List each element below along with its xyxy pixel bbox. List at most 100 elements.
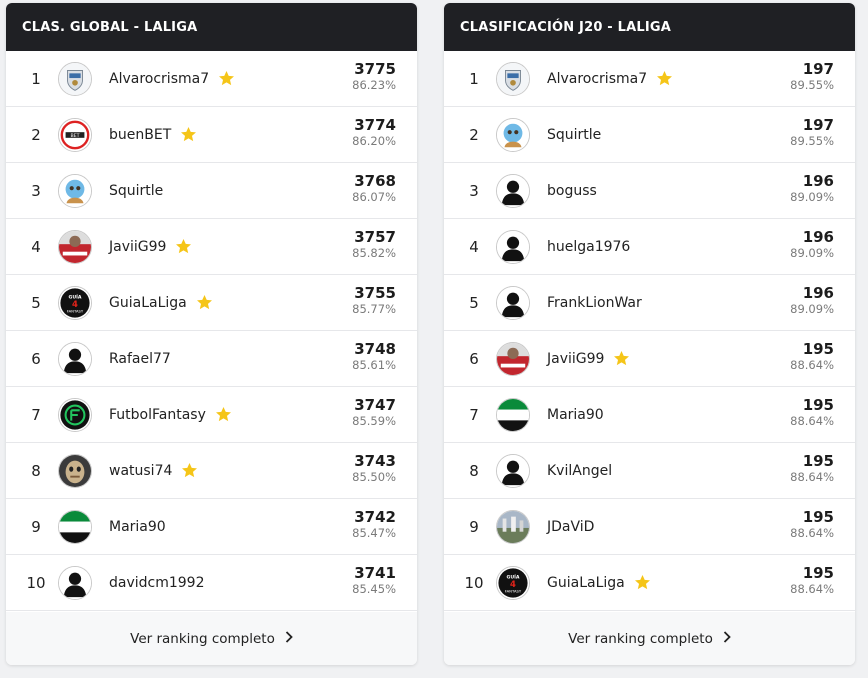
username[interactable]: JaviiG99 bbox=[547, 350, 605, 367]
username-group: Squirtle bbox=[547, 127, 601, 143]
chevron-right-icon bbox=[285, 631, 293, 646]
ranking-row[interactable]: 5 FrankLionWar 196 89.09% bbox=[444, 275, 855, 331]
score-block: 195 88.64% bbox=[790, 452, 834, 484]
username[interactable]: huelga1976 bbox=[547, 238, 631, 255]
ranking-row[interactable]: 6 JaviiG99 195 88.64% bbox=[444, 331, 855, 387]
percentage-value: 85.77% bbox=[352, 302, 396, 316]
ranking-row[interactable]: 3 boguss 196 89.09% bbox=[444, 163, 855, 219]
default-user-avatar[interactable] bbox=[58, 565, 92, 600]
squirtle-avatar[interactable] bbox=[58, 173, 92, 208]
points-value: 196 bbox=[802, 228, 834, 246]
username[interactable]: Squirtle bbox=[547, 126, 602, 143]
ranking-row[interactable]: 4 JaviiG99 3757 85.82% bbox=[6, 219, 417, 275]
rank-position: 4 bbox=[469, 237, 479, 256]
ranking-row[interactable]: 9 JDaViD 195 88.64% bbox=[444, 499, 855, 555]
username[interactable]: Squirtle bbox=[109, 182, 164, 199]
username[interactable]: GuiaLaLiga bbox=[547, 574, 625, 591]
flag-avatar[interactable] bbox=[496, 397, 530, 432]
username[interactable]: Alvarocrisma7 bbox=[547, 70, 648, 87]
ranking-row[interactable]: 5 GUÍA 4 FANTASY GuiaLaLiga 3755 85.77% bbox=[6, 275, 417, 331]
username[interactable]: Rafael77 bbox=[109, 350, 171, 367]
points-value: 197 bbox=[802, 60, 834, 78]
username-group: GuiaLaLiga bbox=[109, 294, 213, 311]
default-user-avatar[interactable] bbox=[496, 285, 530, 320]
username[interactable]: FutbolFantasy bbox=[109, 406, 206, 423]
rank-position: 8 bbox=[31, 461, 41, 480]
username[interactable]: JaviiG99 bbox=[109, 238, 167, 255]
footer-label: Ver ranking completo bbox=[568, 630, 713, 647]
username[interactable]: Maria90 bbox=[109, 518, 166, 535]
ranking-row[interactable]: 7 Maria90 195 88.64% bbox=[444, 387, 855, 443]
percentage-value: 88.64% bbox=[790, 582, 834, 596]
username[interactable]: Alvarocrisma7 bbox=[109, 70, 210, 87]
percentage-value: 85.61% bbox=[352, 358, 396, 372]
crest-avatar[interactable] bbox=[496, 61, 530, 96]
username-group: JaviiG99 bbox=[547, 350, 630, 367]
ranking-row[interactable]: 1 Alvarocrisma7 197 89.55% bbox=[444, 51, 855, 107]
stadium-photo-avatar[interactable] bbox=[496, 509, 530, 544]
view-full-ranking-link[interactable]: Ver ranking completo bbox=[6, 612, 417, 665]
ranking-row[interactable]: 10 GUÍA 4 FANTASY GuiaLaLiga 195 88.64% bbox=[444, 555, 855, 611]
username[interactable]: watusi74 bbox=[109, 462, 173, 479]
ranking-row[interactable]: 8 watusi74 3743 85.50% bbox=[6, 443, 417, 499]
percentage-value: 89.09% bbox=[790, 190, 834, 204]
ranking-row[interactable]: 10 davidcm1992 3741 85.45% bbox=[6, 555, 417, 611]
username[interactable]: KvilAngel bbox=[547, 462, 613, 479]
default-user-avatar[interactable] bbox=[58, 341, 92, 376]
rank-position: 5 bbox=[469, 293, 479, 312]
username[interactable]: JDaViD bbox=[547, 518, 595, 535]
username[interactable]: GuiaLaLiga bbox=[109, 294, 187, 311]
score-block: 3747 85.59% bbox=[352, 396, 396, 428]
points-value: 195 bbox=[802, 340, 834, 358]
username[interactable]: FrankLionWar bbox=[547, 294, 642, 311]
ranking-row[interactable]: 3 Squirtle 3768 86.07% bbox=[6, 163, 417, 219]
rank-position: 8 bbox=[469, 461, 479, 480]
futbolfantasy-logo-avatar[interactable] bbox=[58, 397, 92, 432]
flag-avatar[interactable] bbox=[58, 509, 92, 544]
percentage-value: 85.50% bbox=[352, 470, 396, 484]
ranking-row[interactable]: 4 huelga1976 196 89.09% bbox=[444, 219, 855, 275]
percentage-value: 85.45% bbox=[352, 582, 396, 596]
ranking-row[interactable]: 6 Rafael77 3748 85.61% bbox=[6, 331, 417, 387]
percentage-value: 85.47% bbox=[352, 526, 396, 540]
guia-fantasy-avatar[interactable]: GUÍA 4 FANTASY bbox=[496, 565, 530, 600]
panel-title: CLASIFICACIÓN J20 - LALIGA bbox=[444, 3, 855, 51]
rank-position: 9 bbox=[469, 517, 479, 536]
points-value: 195 bbox=[802, 564, 834, 582]
ranking-row[interactable]: 7 FutbolFantasy 3747 85.59% bbox=[6, 387, 417, 443]
buenbet-logo-avatar[interactable]: BET bbox=[58, 117, 92, 152]
crest-avatar[interactable] bbox=[58, 61, 92, 96]
percentage-value: 89.09% bbox=[790, 246, 834, 260]
star-icon bbox=[175, 238, 192, 255]
username-group: watusi74 bbox=[109, 462, 198, 479]
squirtle-avatar[interactable] bbox=[496, 117, 530, 152]
mask-avatar[interactable] bbox=[58, 453, 92, 488]
username[interactable]: buenBET bbox=[109, 126, 172, 143]
username[interactable]: boguss bbox=[547, 182, 597, 199]
star-icon bbox=[634, 574, 651, 591]
default-user-avatar[interactable] bbox=[496, 173, 530, 208]
chevron-right-icon bbox=[723, 631, 731, 646]
ranking-row[interactable]: 2 BET buenBET 3774 86.20% bbox=[6, 107, 417, 163]
default-user-avatar[interactable] bbox=[496, 229, 530, 264]
ranking-row[interactable]: 9 Maria90 3742 85.47% bbox=[6, 499, 417, 555]
star-icon bbox=[215, 406, 232, 423]
ranking-row[interactable]: 1 Alvarocrisma7 3775 86.23% bbox=[6, 51, 417, 107]
default-user-avatar[interactable] bbox=[496, 453, 530, 488]
guia-fantasy-avatar[interactable]: GUÍA 4 FANTASY bbox=[58, 285, 92, 320]
score-block: 3775 86.23% bbox=[352, 60, 396, 92]
username-group: JDaViD bbox=[547, 519, 594, 535]
username[interactable]: Maria90 bbox=[547, 406, 604, 423]
red-photo-avatar[interactable] bbox=[58, 229, 92, 264]
rank-position: 7 bbox=[31, 405, 41, 424]
ranking-row[interactable]: 2 Squirtle 197 89.55% bbox=[444, 107, 855, 163]
username[interactable]: davidcm1992 bbox=[109, 574, 205, 591]
username-group: Squirtle bbox=[109, 183, 163, 199]
red-photo-avatar[interactable] bbox=[496, 341, 530, 376]
percentage-value: 85.82% bbox=[352, 246, 396, 260]
ranking-row[interactable]: 8 KvilAngel 195 88.64% bbox=[444, 443, 855, 499]
view-full-ranking-link[interactable]: Ver ranking completo bbox=[444, 612, 855, 665]
percentage-value: 86.07% bbox=[352, 190, 396, 204]
svg-text:BET: BET bbox=[70, 132, 79, 138]
percentage-value: 86.20% bbox=[352, 134, 396, 148]
